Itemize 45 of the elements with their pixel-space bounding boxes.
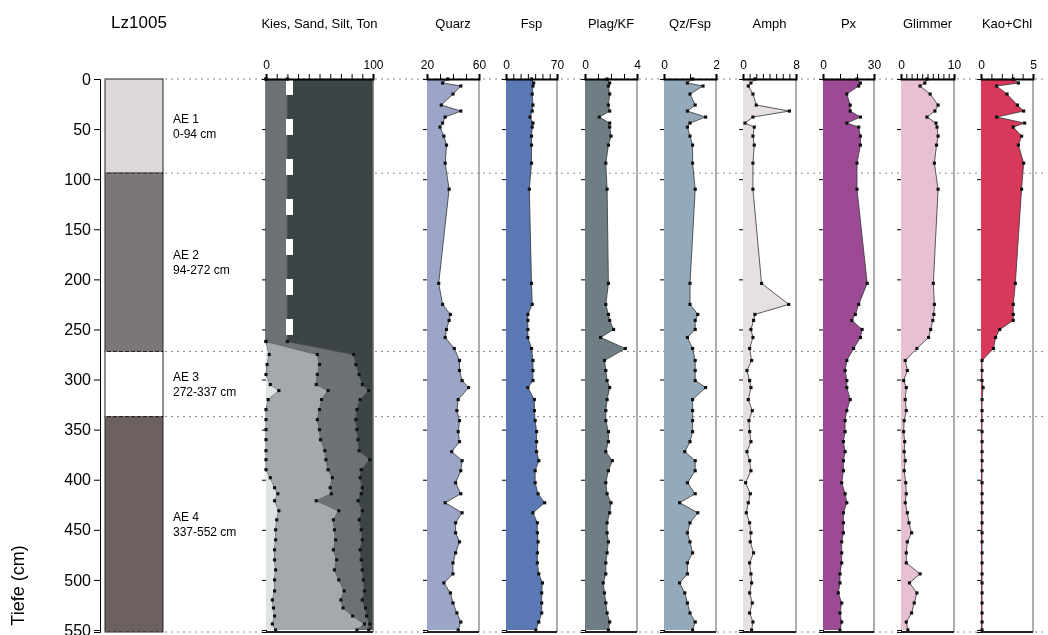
chart-title: Fsp [520,16,543,31]
x-tick-label: 0 [503,58,511,72]
x-tick-label: 10 [947,58,962,72]
x-tick-label: 30 [867,58,882,72]
chart-title: Qz/Fsp [669,16,711,31]
y-tick-label: 150 [64,220,92,238]
chart-title: Plag/KF [587,16,635,31]
x-tick-label: 70 [550,58,565,72]
chart-title: Px [840,16,857,31]
series-label: AE 1 0-94 cm [173,112,217,142]
series-label: AE 2 94-272 cm [173,248,230,278]
x-tick-label: 0 [978,58,986,72]
chart-title: Amph [752,16,787,31]
x-tick-label: 0 [740,58,748,72]
series-label: AE 3 272-337 cm [173,370,237,400]
y-tick-label: 400 [64,471,92,489]
x-tick-label: 8 [793,58,801,72]
y-tick-label: 250 [64,321,92,339]
y-tick-label: 350 [64,421,92,439]
x-tick-label: 20 [420,58,435,72]
y-tick-label: 450 [64,521,92,539]
x-tick-label: 0 [661,58,669,72]
y-tick-label: 550 [64,621,92,635]
y-tick-label: 50 [73,120,92,138]
chart-title: Kies, Sand, Silt, Ton [261,16,378,31]
x-tick-label: 100 [363,58,384,72]
series-label: AE 4 337-552 cm [173,510,237,540]
y-tick-label: 200 [64,270,92,288]
chart-title: Kao+Chl [981,16,1033,31]
y-tick-label: 500 [64,571,92,589]
x-tick-label: 60 [472,58,487,72]
chart-title: Quarz [435,16,471,31]
chart-title: Glimmer [902,16,953,31]
x-tick-label: 0 [263,58,271,72]
x-tick-label: 2 [713,58,721,72]
y-axis-title: Tiefe (cm) [8,545,28,626]
x-tick-label: 5 [1030,58,1038,72]
x-tick-label: 4 [634,58,642,72]
y-tick-label: 300 [64,371,92,389]
x-tick-label: 0 [898,58,906,72]
y-tick-label: 0 [82,70,92,88]
y-tick-label: 100 [64,170,92,188]
chart-title: Lz1005 [111,13,167,32]
x-tick-label: 0 [582,58,590,72]
x-tick-label: 0 [820,58,828,72]
